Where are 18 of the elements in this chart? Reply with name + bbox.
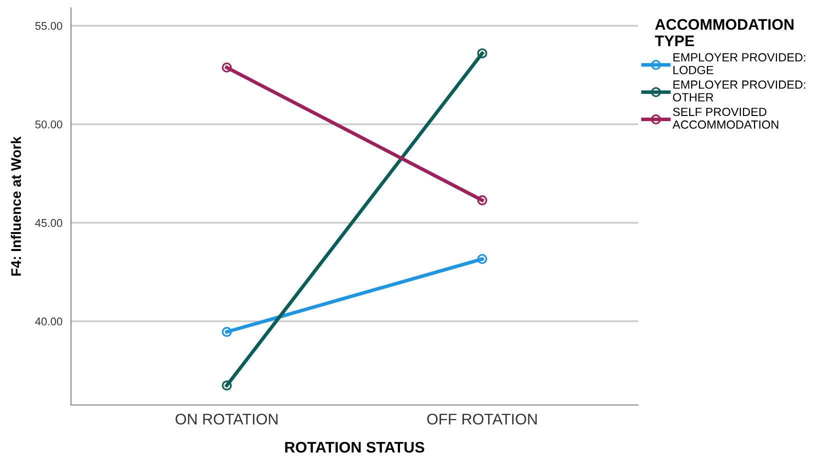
- point: [477, 48, 488, 58]
- point: [477, 195, 488, 206]
- x-tick-label: ON ROTATION: [176, 414, 278, 425]
- y-tick-label: 40.00: [35, 318, 62, 326]
- y-tick-label: 55.00: [35, 22, 62, 30]
- point: [477, 254, 488, 264]
- y-tick-label: 45.00: [35, 219, 62, 227]
- y-tick-label: 50.00: [35, 120, 62, 128]
- point: [222, 62, 232, 72]
- legend-label: SELF PROVIDED ACCOMMODATION: [672, 108, 778, 129]
- x-tick-label: OFF ROTATION: [427, 414, 537, 425]
- legend-label: EMPLOYER PROVIDED: OTHER: [673, 80, 806, 102]
- y-axis-title: F4: Influence at Work: [10, 136, 22, 276]
- legend-title: ACCOMMODATION TYPE: [654, 19, 794, 46]
- legend-label: EMPLOYER PROVIDED: LODGE: [673, 53, 806, 74]
- point: [222, 326, 232, 337]
- x-axis-title: ROTATION STATUS: [285, 442, 424, 453]
- point: [222, 380, 232, 390]
